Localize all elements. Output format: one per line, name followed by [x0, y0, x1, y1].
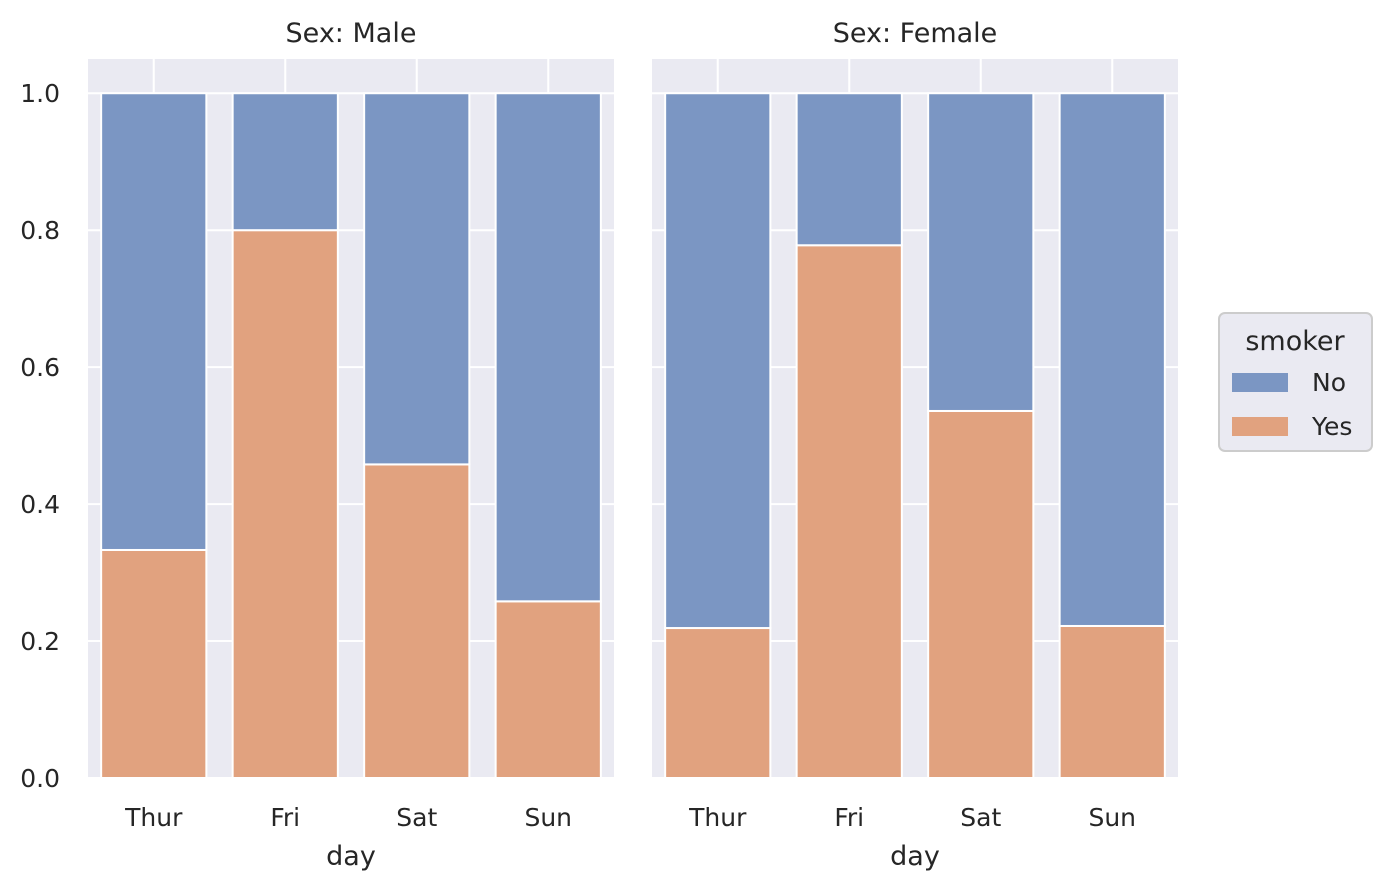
ytick-0: 0.0	[20, 764, 60, 793]
ytick-5: 1.0	[20, 79, 60, 108]
ytick-1: 0.2	[20, 627, 60, 656]
legend-label-yes: Yes	[1311, 412, 1352, 441]
panel-1-bar-fri-yes	[231, 229, 339, 779]
panel-2-bar-sat-no	[927, 92, 1035, 412]
legend-swatch-no	[1232, 373, 1288, 392]
panel-2-title: Sex: Female	[833, 18, 998, 49]
ytick-2: 0.4	[20, 490, 60, 519]
panel-1-xtick-fri: Fri	[270, 803, 300, 832]
panel-2-xlabel: day	[890, 841, 940, 872]
panel-1-title: Sex: Male	[286, 18, 417, 49]
panel-2-xtick-sun: Sun	[1088, 803, 1136, 832]
panel-1-xlabel: day	[326, 841, 376, 872]
panel-1-bar-sun-yes	[494, 600, 602, 779]
panel-1-bar-sat-no	[363, 92, 471, 466]
panel-1-xtick-sat: Sat	[396, 803, 437, 832]
panel-2-bar-fri-yes	[795, 244, 903, 779]
panel-1-bar-thur-yes	[100, 548, 208, 780]
panel-1-bar-thur-no	[100, 92, 208, 551]
panel-2-xtick-fri: Fri	[834, 803, 864, 832]
panel-2-bar-thur-no	[664, 92, 772, 630]
panel-1-bar-sat-yes	[363, 463, 471, 779]
legend-box	[1218, 312, 1373, 452]
panel-2-xtick-thur: Thur	[688, 803, 747, 832]
legend-title: smoker	[1245, 326, 1345, 357]
panel-2-bar-thur-yes	[664, 627, 772, 780]
panel-1-xtick-thur: Thur	[124, 803, 183, 832]
legend-swatch-yes	[1232, 417, 1288, 436]
legend-label-no: No	[1312, 368, 1346, 397]
panel-2-bar-sun-no	[1058, 92, 1166, 627]
panel-2-bar-sat-yes	[927, 409, 1035, 779]
panel-2-xtick-sat: Sat	[960, 803, 1001, 832]
panel-2-bar-fri-no	[795, 92, 903, 247]
panel-2-bar-sun-yes	[1058, 624, 1166, 779]
panel-1-xtick-sun: Sun	[524, 803, 572, 832]
ytick-4: 0.8	[20, 216, 60, 245]
panel-1-bar-fri-no	[231, 92, 339, 232]
panel-1-bar-sun-no	[494, 92, 602, 603]
ytick-3: 0.6	[20, 353, 60, 382]
